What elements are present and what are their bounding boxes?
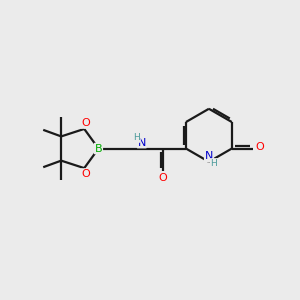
Text: O: O — [159, 173, 167, 183]
Text: B: B — [95, 143, 102, 154]
Text: O: O — [255, 142, 264, 152]
Text: N: N — [205, 152, 213, 161]
Text: H: H — [211, 159, 217, 168]
Text: O: O — [81, 169, 90, 179]
Text: H: H — [134, 133, 140, 142]
Text: O: O — [81, 118, 90, 128]
Text: N: N — [138, 138, 146, 148]
